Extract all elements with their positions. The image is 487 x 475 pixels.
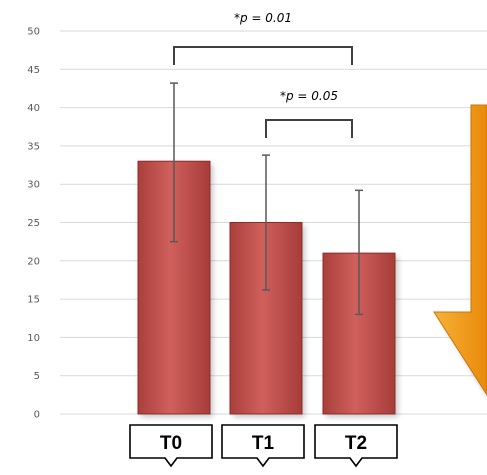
category-label-t1: T1 [252,433,275,454]
category-labels: T0 T1 T2 [129,424,398,468]
error-bars [170,82,363,316]
y-tick-label: 30 [27,180,40,191]
significance-label: *p = 0.05 [280,89,338,103]
y-tick-label: 5 [34,371,40,382]
y-tick-label: 35 [27,141,40,152]
significance-annotations: *p = 0.01 *p = 0.05 [173,11,353,138]
significance-bracket [265,119,353,138]
category-label-t0: T0 [160,433,182,454]
bars [137,160,398,417]
y-tick-label: 40 [27,103,40,114]
significance-bracket [173,46,353,65]
y-tick-label: 15 [27,295,40,306]
y-tick-label: 20 [27,256,40,267]
arrow-shape [433,104,487,396]
y-tick-label: 10 [27,333,40,344]
category-box [314,424,398,468]
y-axis-ticks: 0 5 10 15 20 25 30 35 40 45 50 [27,27,40,421]
category-box [129,424,213,468]
category-label-t2: T2 [345,433,367,454]
y-tick-label: 45 [27,65,40,76]
y-tick-label: 25 [27,218,40,229]
significance-label: *p = 0.01 [234,11,292,25]
category-box [221,424,305,468]
down-arrow-icon [433,104,487,396]
y-tick-label: 50 [27,27,40,38]
y-tick-label: 0 [34,410,40,421]
